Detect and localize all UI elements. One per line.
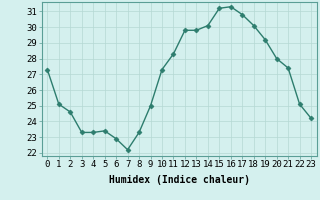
X-axis label: Humidex (Indice chaleur): Humidex (Indice chaleur)	[109, 175, 250, 185]
